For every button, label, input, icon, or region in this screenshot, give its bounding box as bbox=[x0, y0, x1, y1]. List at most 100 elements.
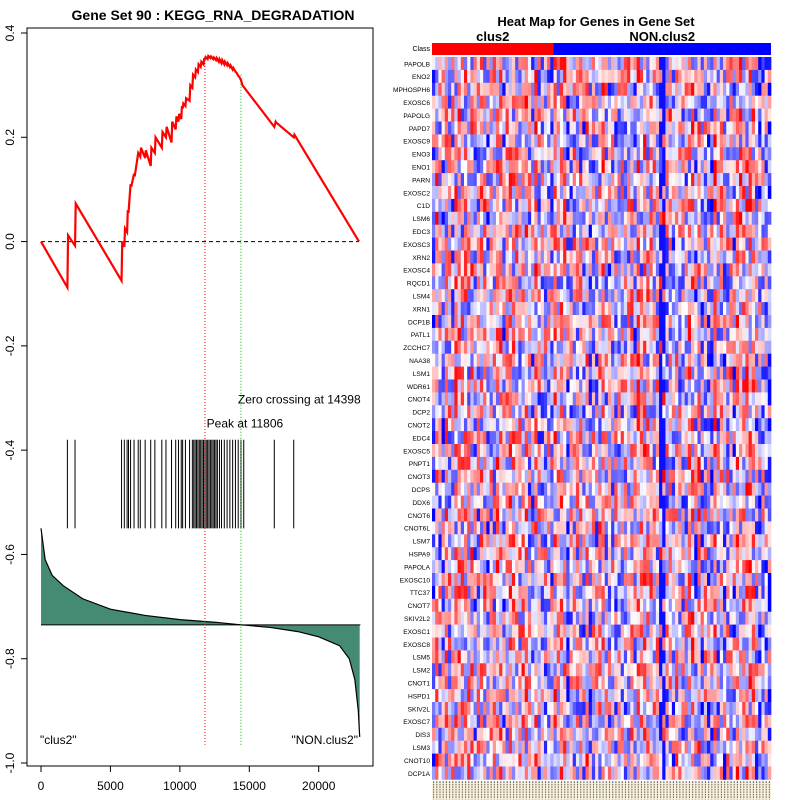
heatmap-cell bbox=[572, 418, 577, 432]
heatmap-cell bbox=[623, 495, 628, 509]
heatmap-cell bbox=[556, 547, 561, 561]
heatmap-cell bbox=[761, 198, 765, 213]
heatmap-cell bbox=[499, 224, 503, 238]
heatmap-cell bbox=[671, 508, 676, 522]
heatmap-cell bbox=[531, 147, 535, 161]
heatmap-cell bbox=[566, 508, 570, 522]
heatmap-cell bbox=[643, 456, 647, 471]
heatmap-cell bbox=[441, 95, 446, 109]
heatmap-cell bbox=[463, 521, 468, 535]
heatmap-cell bbox=[463, 444, 468, 458]
ranked-metric-layer bbox=[40, 528, 361, 737]
heatmap-cell bbox=[716, 198, 721, 213]
heatmap-cell bbox=[681, 95, 686, 109]
heatmap-cell bbox=[614, 547, 618, 561]
heatmap-cell bbox=[537, 547, 542, 561]
heatmap-cell bbox=[566, 211, 570, 226]
heatmap-cell bbox=[665, 431, 670, 445]
heatmap-cell bbox=[611, 147, 615, 161]
heatmap-cell bbox=[627, 482, 631, 496]
heatmap-cell bbox=[432, 198, 436, 213]
heatmap-cell bbox=[479, 211, 484, 226]
heatmap-cell bbox=[582, 315, 586, 329]
heatmap-cell bbox=[563, 405, 567, 419]
heatmap-cell bbox=[543, 198, 548, 213]
heatmap-cell bbox=[473, 289, 478, 303]
heatmap-cell bbox=[467, 250, 471, 264]
heatmap-cell bbox=[569, 108, 574, 122]
heatmap-cell bbox=[729, 353, 733, 367]
heatmap-cell bbox=[726, 495, 730, 509]
heatmap-cell bbox=[543, 521, 548, 535]
heatmap-cell bbox=[572, 508, 577, 522]
heatmap-cell bbox=[719, 302, 724, 316]
heatmap-cell bbox=[678, 379, 682, 393]
heatmap-cell bbox=[761, 379, 765, 393]
heatmap-cell bbox=[755, 134, 759, 148]
heatmap-cell bbox=[438, 482, 442, 496]
heatmap-cell bbox=[454, 237, 458, 251]
heatmap-cell bbox=[515, 456, 519, 471]
heatmap-cell bbox=[623, 508, 628, 522]
heatmap-cell bbox=[761, 573, 765, 587]
heatmap-cell bbox=[521, 69, 526, 84]
heatmap-cell bbox=[601, 263, 606, 277]
heatmap-cell bbox=[537, 508, 542, 522]
heatmap-cell bbox=[473, 495, 478, 509]
heatmap-cell bbox=[617, 250, 622, 264]
heatmap-cell bbox=[524, 585, 529, 600]
heatmap-cell bbox=[723, 598, 727, 613]
heatmap-cell bbox=[598, 211, 602, 226]
heatmap-cell bbox=[598, 289, 602, 303]
heatmap-cell bbox=[470, 379, 474, 393]
heatmap-cell bbox=[479, 327, 484, 342]
heatmap-cell bbox=[729, 456, 733, 471]
heatmap-cell bbox=[611, 160, 615, 174]
heatmap-cell bbox=[675, 340, 679, 355]
heatmap-cell bbox=[732, 418, 737, 432]
heatmap-cell bbox=[435, 611, 439, 625]
heatmap-cell bbox=[540, 237, 545, 251]
heatmap-cell bbox=[639, 573, 644, 587]
heatmap-cell bbox=[713, 289, 717, 303]
heatmap-cell bbox=[659, 573, 663, 587]
heatmap-cell bbox=[598, 160, 602, 174]
heatmap-cell bbox=[716, 573, 721, 587]
heatmap-cell bbox=[511, 224, 516, 238]
heatmap-cell bbox=[643, 340, 647, 355]
heatmap-cell bbox=[716, 69, 721, 84]
heatmap-cell bbox=[710, 366, 714, 380]
heatmap-cell bbox=[451, 160, 455, 174]
heatmap-cell bbox=[681, 147, 686, 161]
heatmap-cell bbox=[460, 366, 465, 380]
heatmap-cell bbox=[534, 108, 538, 122]
heatmap-cell bbox=[623, 624, 628, 638]
heatmap-cell bbox=[598, 495, 602, 509]
heatmap-cell bbox=[707, 289, 711, 303]
heatmap-cell bbox=[447, 405, 452, 419]
heatmap-cell bbox=[540, 224, 545, 238]
heatmap-cell bbox=[732, 624, 737, 638]
heatmap-cell bbox=[531, 573, 535, 587]
heatmap-cell bbox=[591, 418, 596, 432]
heatmap-cell bbox=[563, 573, 567, 587]
heatmap-cell bbox=[569, 392, 574, 406]
heatmap-cell bbox=[639, 289, 644, 303]
heatmap-cell bbox=[758, 456, 762, 471]
heatmap-cell bbox=[723, 366, 727, 380]
heatmap-cell bbox=[703, 560, 708, 574]
heatmap-cell bbox=[511, 186, 516, 200]
heatmap-cell bbox=[527, 418, 532, 432]
heatmap-cell bbox=[687, 198, 692, 213]
heatmap-cell bbox=[550, 547, 554, 561]
heatmap-cell bbox=[659, 198, 663, 213]
heatmap-cell bbox=[518, 624, 522, 638]
heatmap-cell bbox=[719, 405, 724, 419]
heatmap-cell bbox=[531, 327, 535, 342]
heatmap-cell bbox=[636, 263, 641, 277]
heatmap-cell bbox=[467, 198, 471, 213]
heatmap-cell bbox=[457, 327, 462, 342]
heatmap-cell bbox=[582, 573, 586, 587]
heatmap-cell bbox=[627, 198, 631, 213]
heatmap-cell bbox=[758, 637, 762, 651]
